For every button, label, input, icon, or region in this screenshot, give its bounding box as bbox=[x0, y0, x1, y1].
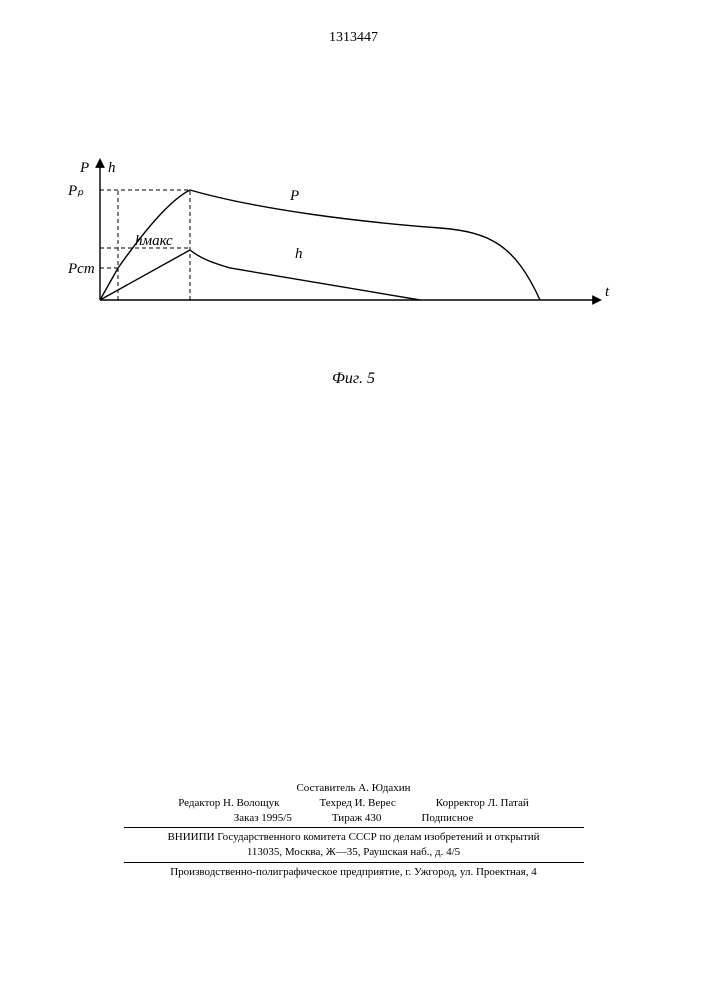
footer-sub: Подписное bbox=[421, 811, 473, 826]
footer-addr: 113035, Москва, Ж—35, Раушская наб., д. … bbox=[0, 845, 707, 860]
svg-text:P: P bbox=[79, 160, 89, 176]
footer-tirazh: Тираж 430 bbox=[332, 811, 382, 826]
svg-text:h: h bbox=[295, 246, 303, 262]
footer-compiler: Составитель А. Юдахин bbox=[0, 781, 707, 796]
footer-block: Составитель А. Юдахин Редактор Н. Волощу… bbox=[0, 781, 707, 880]
chart-figure-5: Ph t Pₚ Рст hмакс Ph bbox=[60, 150, 620, 370]
footer-row-2: Заказ 1995/5 Тираж 430 Подписное bbox=[0, 811, 707, 826]
chart-svg: Ph t Pₚ Рст hмакс Ph bbox=[60, 150, 620, 350]
svg-text:Pₚ: Pₚ bbox=[67, 183, 84, 199]
footer-editor: Редактор Н. Волощук bbox=[178, 796, 279, 811]
svg-text:t: t bbox=[605, 284, 610, 300]
svg-text:h: h bbox=[108, 160, 116, 176]
footer-row-1: Редактор Н. Волощук Техред И. Верес Корр… bbox=[0, 796, 707, 811]
svg-text:P: P bbox=[289, 188, 299, 204]
footer-org: ВНИИПИ Государственного комитета СССР по… bbox=[0, 830, 707, 845]
footer-teched: Техред И. Верес bbox=[319, 796, 395, 811]
footer-rule-2 bbox=[124, 862, 584, 863]
page: 1313447 Ph t Pₚ Рст hмакс Ph Фиг. 5 Составите… bbox=[0, 0, 707, 1000]
figure-caption: Фиг. 5 bbox=[0, 370, 707, 388]
footer-order: Заказ 1995/5 bbox=[234, 811, 292, 826]
footer-corrector: Корректор Л. Патай bbox=[436, 796, 529, 811]
footer-print: Производственно-полиграфическое предприя… bbox=[0, 865, 707, 880]
svg-text:Рст: Рст bbox=[67, 261, 95, 277]
svg-text:hмакс: hмакс bbox=[135, 233, 173, 249]
document-number: 1313447 bbox=[0, 30, 707, 46]
footer-rule-1 bbox=[124, 827, 584, 828]
